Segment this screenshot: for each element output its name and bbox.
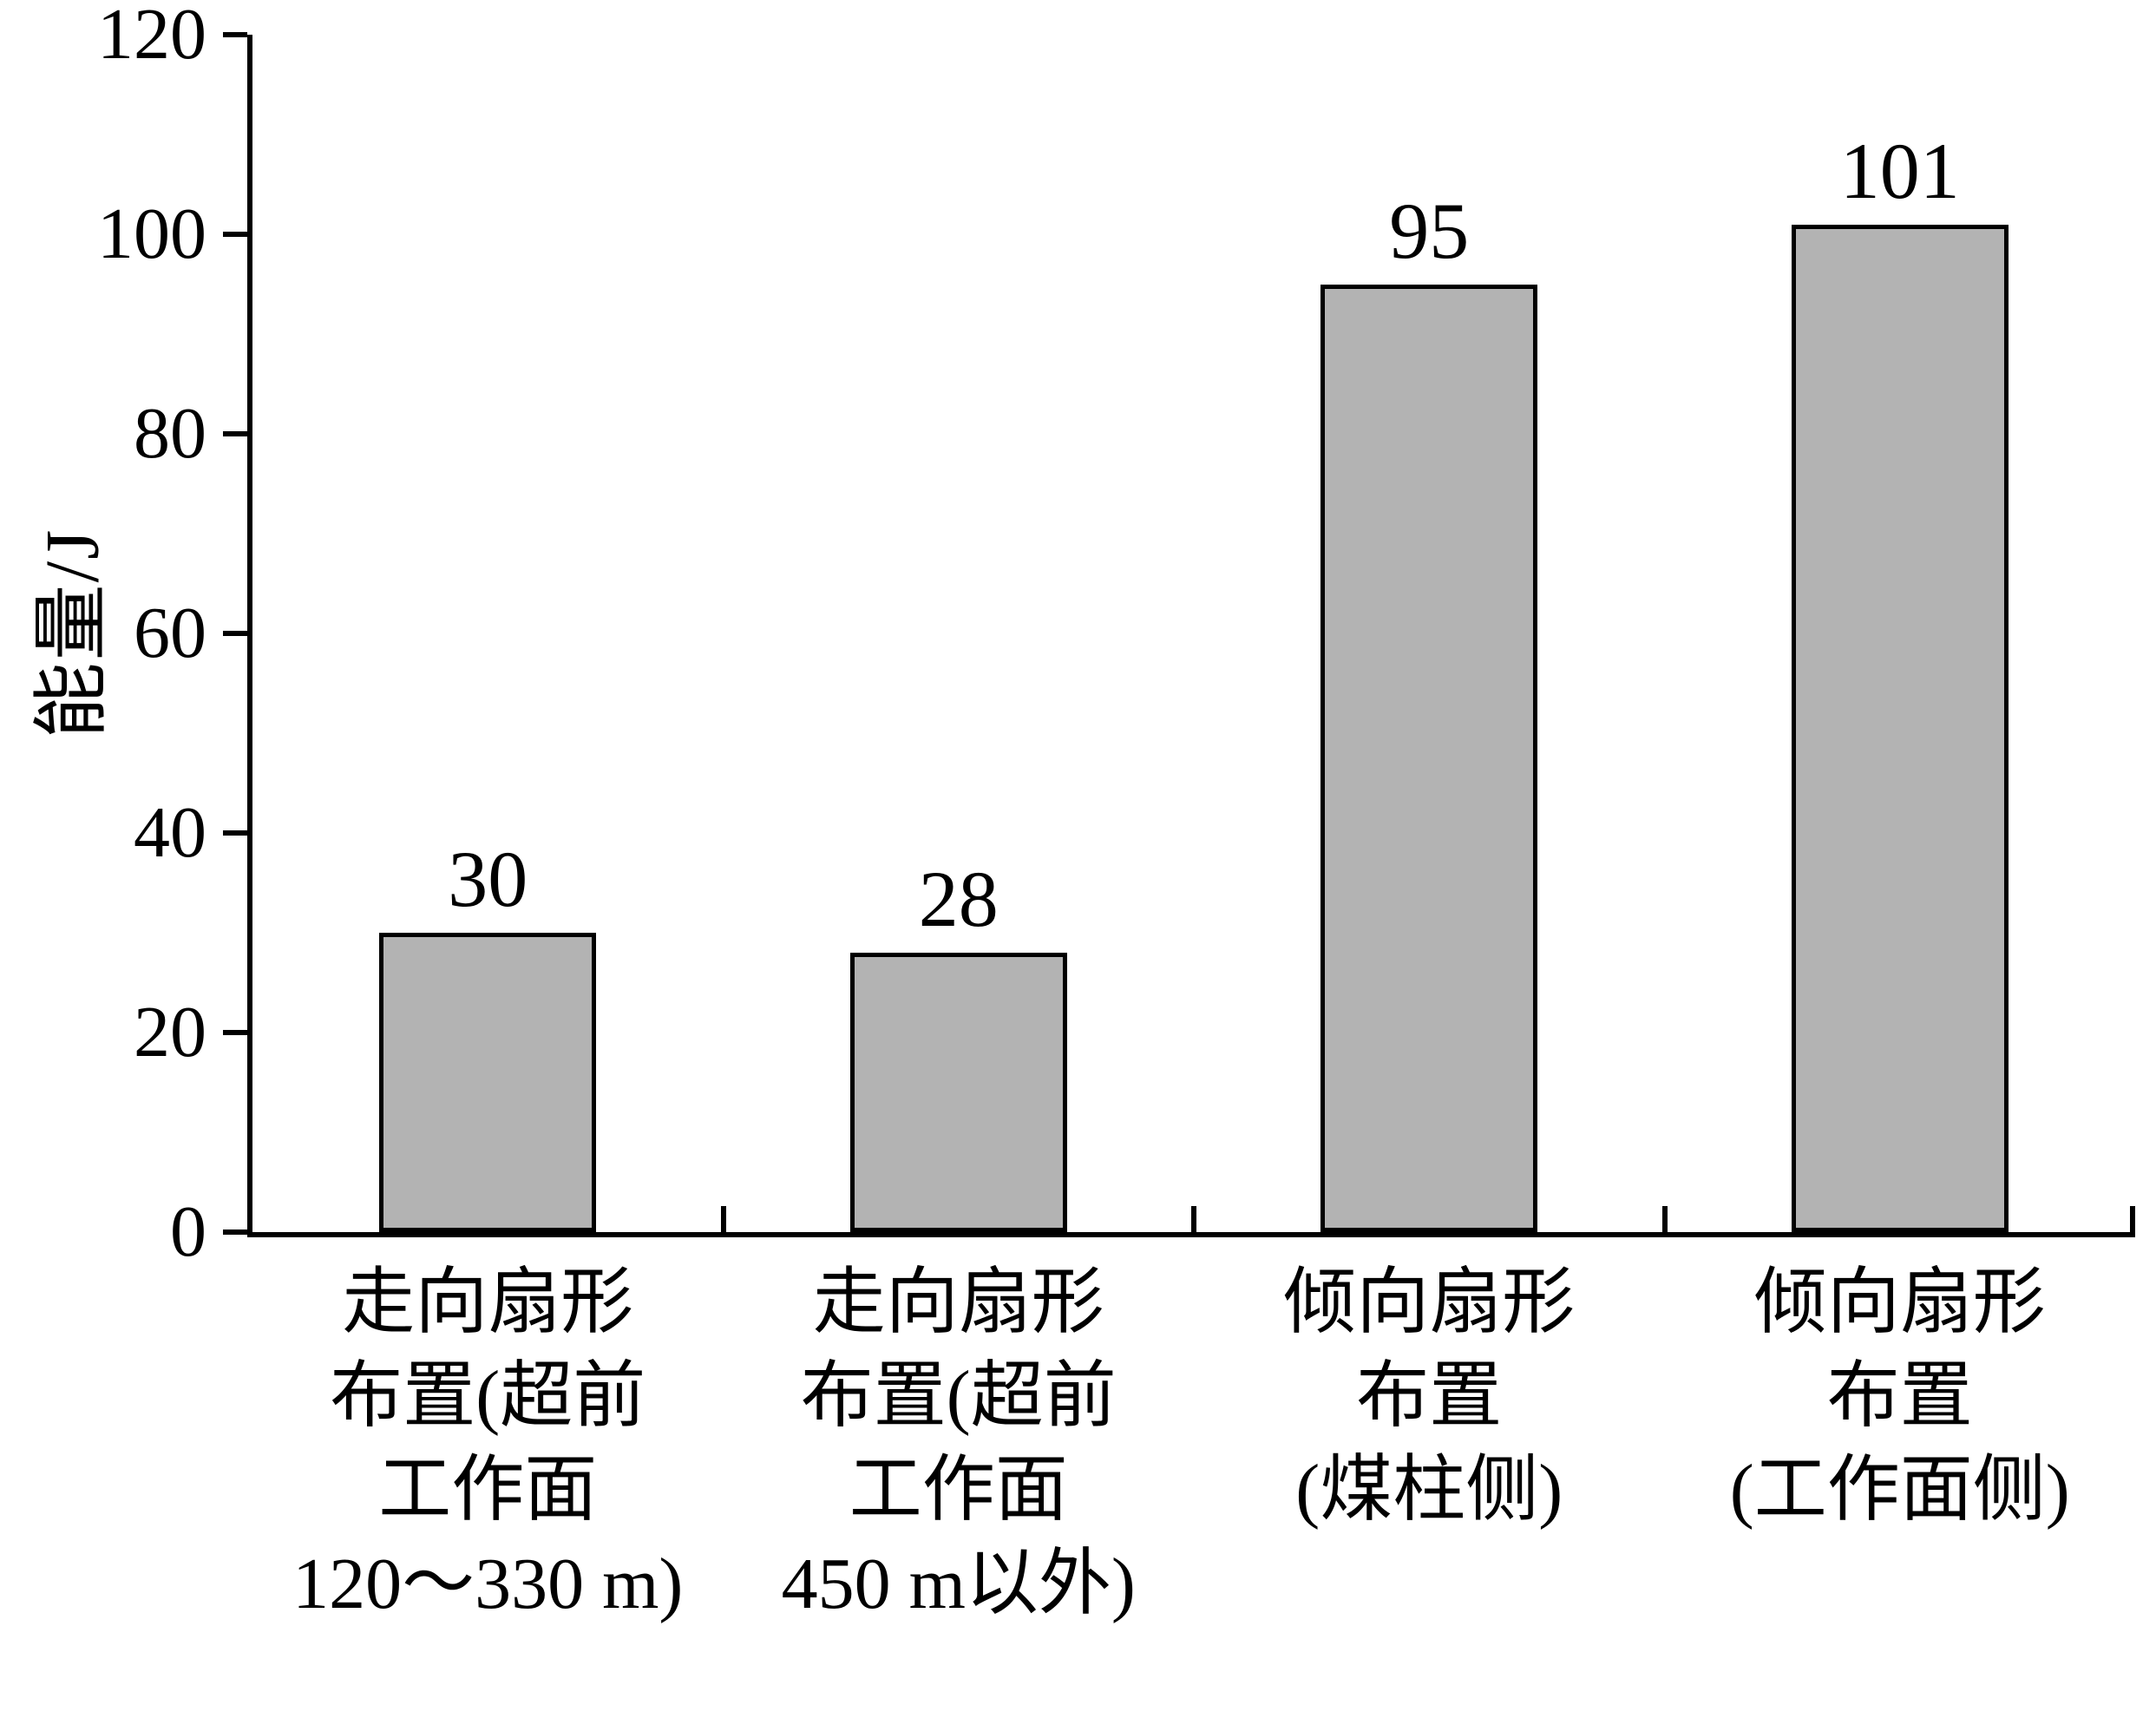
x-tick-mark xyxy=(1661,1206,1668,1232)
bar-value-label: 30 xyxy=(448,835,528,923)
bar-value-label: 95 xyxy=(1389,186,1470,275)
y-tick-label: 20 xyxy=(134,992,206,1072)
category-label-line: 工作面 xyxy=(849,1450,1068,1531)
plot-area: 30 28 95 101 xyxy=(247,35,2135,1237)
category-label-line: 倾向扇形 xyxy=(1753,1262,2046,1343)
bar xyxy=(1320,284,1538,1232)
category-label: 倾向扇形布置 (煤柱侧) xyxy=(1194,1256,1664,1538)
bar xyxy=(1791,224,2009,1232)
category-label-line: 120～330 m) xyxy=(292,1544,684,1624)
bar xyxy=(379,933,597,1232)
y-tick-mark xyxy=(223,1030,247,1035)
category-label-line: 走向扇形 xyxy=(812,1262,1104,1343)
category-label-line: 倾向扇形 xyxy=(1283,1262,1576,1343)
bar-value-label: 28 xyxy=(918,855,999,943)
y-tick-mark xyxy=(223,1229,247,1235)
y-tick-label: 40 xyxy=(134,792,206,873)
category-label-line: 工作面 xyxy=(378,1450,598,1531)
category-label-line: (煤柱侧) xyxy=(1295,1450,1563,1531)
category-label: 倾向扇形布置 (工作面侧) xyxy=(1665,1256,2135,1538)
bar xyxy=(849,953,1067,1232)
x-tick-mark xyxy=(720,1206,726,1232)
category-label: 走向扇形布置(超前工作面 120～330 m) xyxy=(252,1256,723,1631)
category-label-line: 450 m以外) xyxy=(781,1544,1136,1624)
y-tick-mark xyxy=(223,830,247,836)
category-label-line: 布置(超前 xyxy=(800,1356,1117,1437)
y-tick-mark xyxy=(223,32,247,37)
y-tick-label: 60 xyxy=(134,593,206,673)
x-tick-mark xyxy=(1191,1206,1196,1232)
bar-value-label: 101 xyxy=(1839,126,1960,215)
x-tick-mark xyxy=(2130,1206,2135,1232)
y-tick-label: 80 xyxy=(134,393,206,474)
category-label: 走向扇形布置(超前工作面 450 m以外) xyxy=(724,1256,1194,1631)
category-label-line: 走向扇形 xyxy=(342,1262,634,1343)
category-label-line: 布置 xyxy=(1356,1356,1503,1437)
y-tick-label: 0 xyxy=(170,1191,206,1272)
y-tick-label: 120 xyxy=(97,0,206,75)
y-tick-mark xyxy=(223,631,247,636)
category-label-line: (工作面侧) xyxy=(1729,1450,2070,1531)
y-tick-mark xyxy=(223,431,247,436)
category-label-line: 布置 xyxy=(1826,1356,1973,1437)
y-tick-label: 100 xyxy=(97,193,206,274)
y-tick-mark xyxy=(223,232,247,237)
category-label-line: 布置(超前 xyxy=(330,1356,646,1437)
x-axis-labels: 走向扇形布置(超前工作面 120～330 m) 走向扇形布置(超前工作面 450 m以… xyxy=(252,1256,2135,1708)
